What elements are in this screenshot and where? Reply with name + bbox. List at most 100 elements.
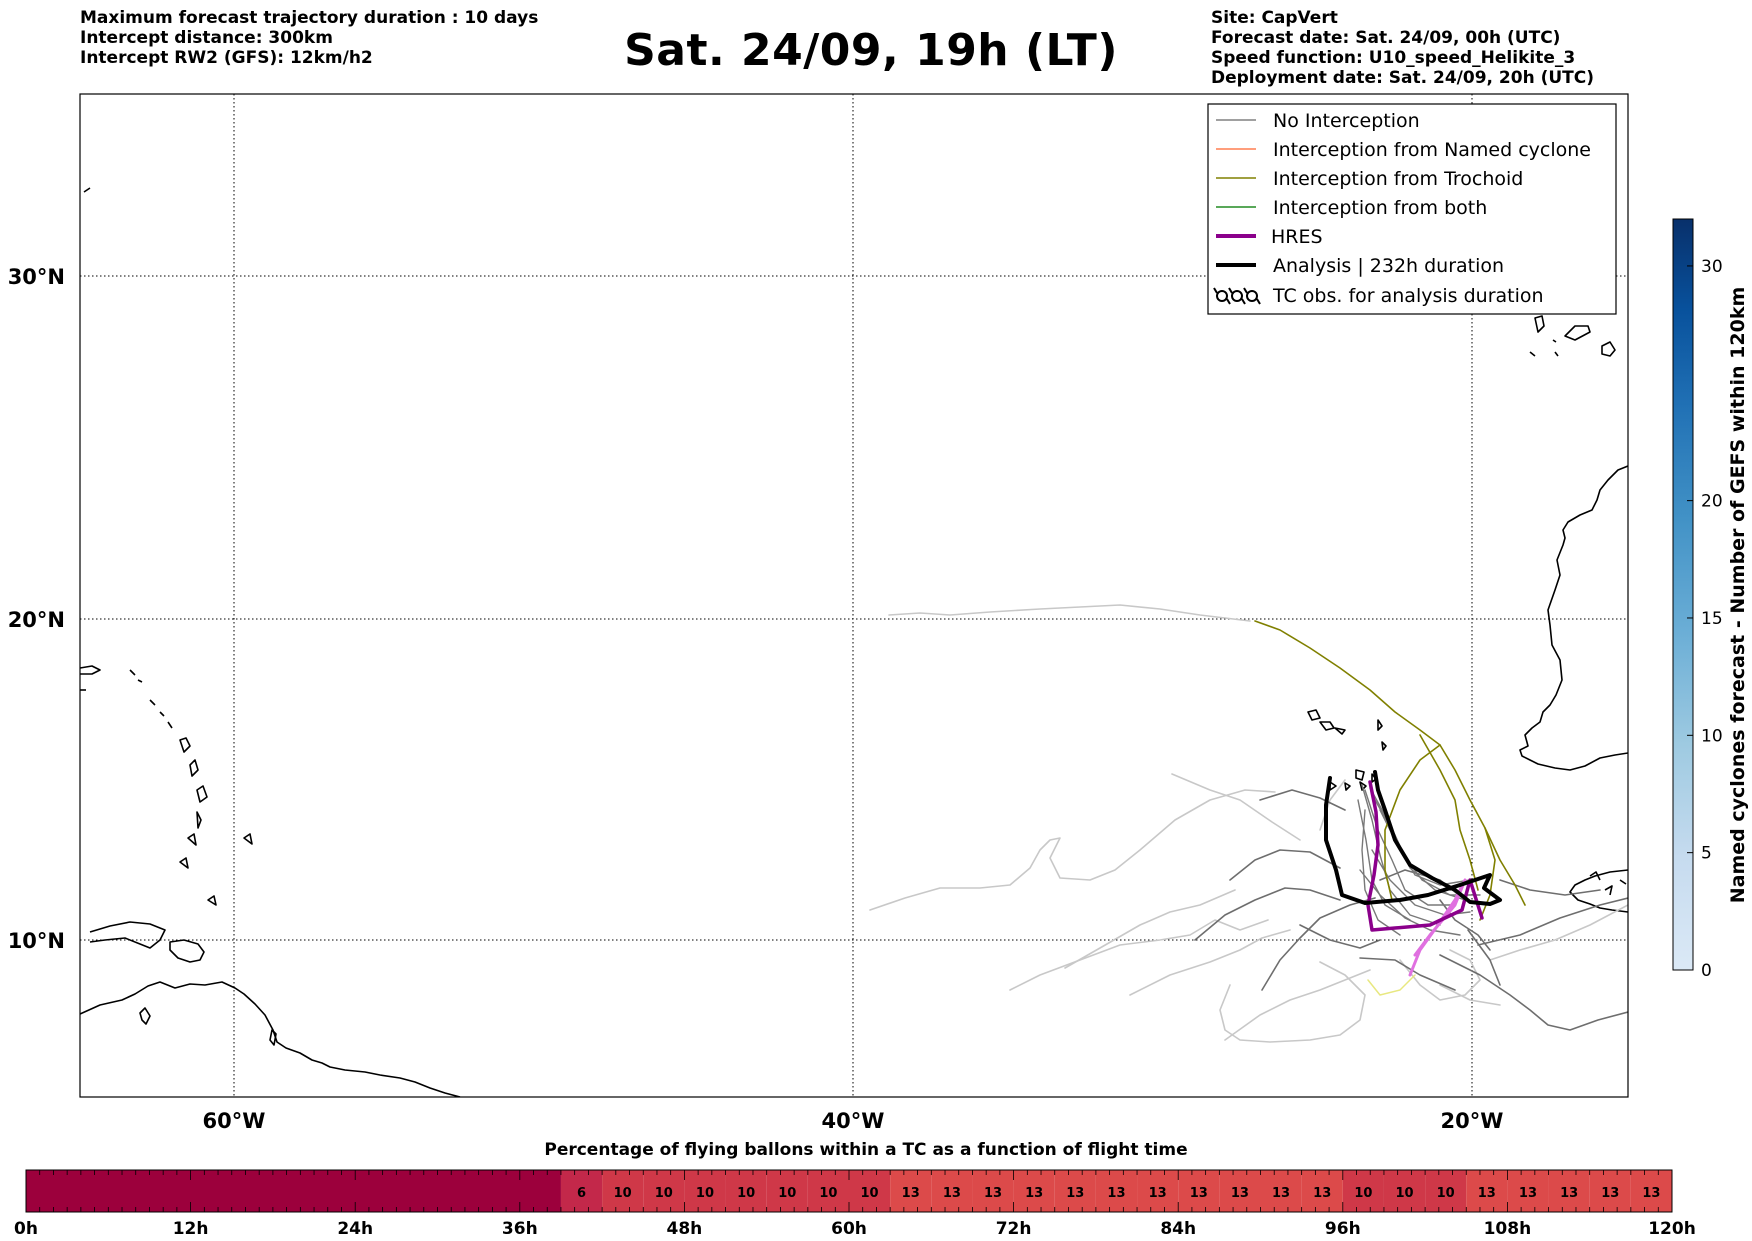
minor-yellow-trajectory	[1367, 974, 1416, 996]
coast-bermuda	[83, 187, 91, 193]
colorbar-tick-label: 20	[1701, 492, 1723, 512]
bar-cell	[1589, 1170, 1631, 1212]
legend-entry-no-interception: No Interception	[1216, 110, 1420, 132]
bar-cell	[560, 1170, 603, 1212]
map-frame	[79, 93, 1629, 1098]
colorbar-tick-label: 30	[1701, 257, 1723, 277]
coast-cape-verde-4	[1377, 719, 1383, 731]
legend-entry-both: Interception from both	[1216, 197, 1487, 219]
bar-cell-label: 10	[1437, 1186, 1455, 1201]
trajectory	[1484, 827, 1526, 906]
lon-label-40: 40°W	[822, 1109, 885, 1133]
trajectory	[1361, 809, 1401, 936]
coast-cape-verde-7	[1359, 781, 1367, 791]
bar-cell	[1383, 1170, 1426, 1212]
legend: No Interception Interception from Named …	[1207, 103, 1617, 315]
colorbar-tick-label: 15	[1701, 609, 1723, 629]
bar-cell-label: 10	[696, 1186, 714, 1201]
header-speed-function: Speed function: U10_speed_Helikite_3	[1211, 48, 1576, 68]
coast-cape-verde-1	[1307, 709, 1321, 721]
coast-trinidad	[169, 939, 205, 963]
bar-cell-label: 13	[943, 1186, 961, 1201]
coast-canary-1	[1534, 315, 1545, 333]
trajectory	[1194, 887, 1341, 941]
coast-island-a	[139, 1007, 151, 1025]
bar-cell-label: 10	[861, 1186, 879, 1201]
bar-cell-label: 13	[1149, 1186, 1167, 1201]
bar-cell	[1548, 1170, 1590, 1212]
bar-cell-label: 13	[1190, 1186, 1208, 1201]
legend-entry-tc-obs: TC obs. for analysis duration	[1213, 285, 1544, 307]
trajectory	[1129, 929, 1291, 996]
coast-island-b	[269, 1029, 277, 1046]
lon-label-60: 60°W	[203, 1109, 266, 1133]
trajectory	[1399, 949, 1481, 1001]
bottom-bar-ticks: 0h 12h 24h 36h 48h 60h 72h 84h 96h 108h 120h	[14, 1169, 1696, 1239]
coast-lesser-antilles-7	[243, 833, 253, 845]
bar-cell-label: 6	[577, 1186, 586, 1201]
bar-cell-label: 13	[1066, 1186, 1084, 1201]
tc-symbol-icon	[1213, 287, 1261, 305]
bar-cell-label: 13	[1601, 1186, 1619, 1201]
coast-west-africa-south	[1569, 869, 1628, 913]
trajectory	[1259, 789, 1346, 811]
legend-label-hres: HRES	[1271, 226, 1323, 248]
bar-hour-label: 36h	[502, 1219, 538, 1239]
legend-entry-analysis: Analysis | 232h duration	[1216, 255, 1504, 277]
colorbar-label: Named cyclones forecast - Number of GEFS…	[1727, 287, 1749, 904]
bar-cell-label: 13	[1272, 1186, 1290, 1201]
bar-cell-label: 10	[1354, 1186, 1372, 1201]
minor-pink-trajectory	[1408, 878, 1467, 977]
colorbar-tick-label: 5	[1701, 844, 1712, 864]
bar-cell-label: 13	[1231, 1186, 1249, 1201]
header-deployment-date: Deployment date: Sat. 24/09, 20h (UTC)	[1211, 68, 1595, 88]
legend-entry-hres: HRES	[1216, 226, 1323, 248]
bar-hour-label: 120h	[1648, 1219, 1696, 1239]
bar-cell-label: 13	[902, 1186, 920, 1201]
bar-cell	[1013, 1170, 1055, 1212]
coast-lesser-antilles-1	[179, 737, 191, 753]
bar-cell	[1219, 1170, 1261, 1212]
lat-label-30: 30°N	[8, 265, 65, 289]
bar-outline	[25, 1169, 1673, 1213]
bar-segment-low	[26, 1170, 561, 1212]
trajectory	[1299, 924, 1381, 949]
bar-hour-label: 108h	[1484, 1219, 1532, 1239]
trajectory	[1064, 889, 1236, 969]
bar-cell-label: 13	[984, 1186, 1002, 1201]
coast-lesser-antilles-8	[207, 895, 217, 906]
bar-hour-label: 72h	[996, 1219, 1032, 1239]
bar-cell	[1425, 1170, 1467, 1212]
bar-hour-label: 24h	[337, 1219, 373, 1239]
bar-hour-label: 60h	[831, 1219, 867, 1239]
bar-cell-label: 13	[1519, 1186, 1537, 1201]
header-site: Site: CapVert	[1211, 8, 1338, 28]
no-interception-light	[869, 604, 1628, 1043]
bar-cell-label: 10	[1395, 1186, 1413, 1201]
bar-cell	[1342, 1170, 1384, 1212]
coast-islands-north	[129, 669, 173, 729]
bar-cell-label: 13	[1478, 1186, 1496, 1201]
coast-cape-verde-2	[1319, 721, 1335, 731]
bar-cell	[1630, 1170, 1672, 1212]
coast-bissau-islands	[1589, 871, 1627, 896]
bar-cell	[643, 1170, 685, 1212]
interception-trochoid	[1254, 620, 1526, 921]
coast-lesser-antilles-3	[196, 785, 208, 803]
legend-label-both: Interception from both	[1273, 197, 1487, 219]
bar-cell-label: 13	[1313, 1186, 1331, 1201]
bar-cell-label: 13	[1107, 1186, 1125, 1201]
trajectory	[1439, 954, 1628, 1031]
lon-label-20: 20°W	[1441, 1109, 1504, 1133]
coast-canary-3	[1601, 341, 1616, 357]
header-intercept-distance: Intercept distance: 300km	[80, 28, 333, 48]
lat-label-10: 10°N	[8, 929, 65, 953]
bar-hour-label: 84h	[1160, 1219, 1196, 1239]
coast-cape-verde-3	[1334, 727, 1346, 735]
legend-entry-named-cyclone: Interception from Named cyclone	[1216, 139, 1591, 161]
bar-cell-label: 10	[614, 1186, 632, 1201]
coast-venezuela-west	[89, 921, 166, 949]
legend-label-named-cyclone: Interception from Named cyclone	[1273, 139, 1591, 161]
trajectory	[1261, 897, 1376, 991]
legend-label-no-interception: No Interception	[1273, 110, 1420, 132]
